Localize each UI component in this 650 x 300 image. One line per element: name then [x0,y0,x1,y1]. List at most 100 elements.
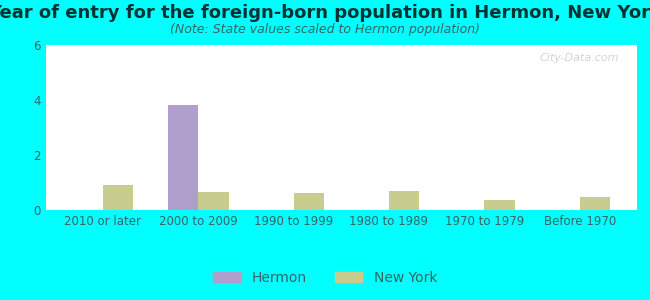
Bar [46,45,637,46]
Bar [46,45,637,46]
Bar [46,45,637,46]
Bar [46,45,637,46]
Bar [46,45,637,46]
Bar [46,45,637,46]
Bar [46,45,637,46]
Bar [46,45,637,46]
Bar [46,45,637,46]
Bar [46,45,637,46]
Bar [46,45,637,46]
Bar [484,200,515,210]
Bar [46,45,637,46]
Bar [46,45,637,46]
Bar [46,45,637,46]
Bar [46,45,637,46]
Bar [46,45,637,46]
Bar [46,45,637,46]
Bar [46,45,637,46]
Bar [46,45,637,46]
Bar [46,45,637,46]
Bar [46,45,637,46]
Bar [46,45,637,46]
Bar [46,45,637,46]
Bar [46,45,637,46]
Bar [46,45,637,46]
Legend: Hermon, New York: Hermon, New York [207,265,443,290]
Bar [46,45,637,46]
Bar [46,45,637,46]
Bar [46,45,637,46]
Bar [46,45,637,46]
Bar [46,45,637,46]
Bar [46,45,637,46]
Bar [46,45,637,46]
Bar [46,45,637,46]
Bar [46,45,637,46]
Bar [46,45,637,46]
Bar [46,45,637,46]
Bar [46,45,637,46]
Bar [46,45,637,46]
Bar [46,45,637,46]
Bar [46,45,637,46]
Bar [46,45,637,46]
Bar [46,45,637,46]
Bar [46,45,637,46]
Bar [46,45,637,46]
Bar [46,45,637,46]
Text: City-Data.com: City-Data.com [540,53,619,63]
Bar [46,45,637,46]
Bar [46,45,637,46]
Bar [46,45,637,46]
Bar [46,45,637,46]
Bar [46,45,637,46]
Bar [46,45,637,46]
Bar [46,45,637,46]
Bar [46,45,637,46]
Bar [46,45,637,46]
Bar [46,45,637,46]
Bar [46,45,637,46]
Bar [46,45,637,46]
Bar [46,45,637,46]
Bar [46,45,637,46]
Bar [46,45,637,46]
Bar [46,45,637,46]
Bar [46,45,637,46]
Bar [46,45,637,46]
Bar [46,45,637,46]
Bar [46,45,637,46]
Bar [46,45,637,46]
Bar [46,45,637,46]
Bar [46,45,637,46]
Bar [46,45,637,46]
Bar [46,45,637,46]
Bar [46,45,637,46]
Bar [46,45,637,46]
Bar [46,45,637,46]
Bar [46,45,637,46]
Bar [46,45,637,46]
Bar [46,45,637,46]
Bar [46,45,637,46]
Bar [46,45,637,46]
Bar [46,45,637,46]
Bar [46,45,637,46]
Text: (Note: State values scaled to Hermon population): (Note: State values scaled to Hermon pop… [170,22,480,35]
Bar [46,45,637,46]
Bar [46,45,637,46]
Bar [46,45,637,46]
Bar [46,45,637,46]
Bar [46,45,637,46]
Bar [46,45,637,46]
Bar [46,45,637,46]
Bar [46,45,637,46]
Bar [46,45,637,46]
Bar [46,45,637,46]
Bar [46,45,637,46]
Bar [46,45,637,46]
Bar [46,45,637,46]
Bar [46,45,637,46]
Bar [46,45,637,46]
Bar [46,45,637,46]
